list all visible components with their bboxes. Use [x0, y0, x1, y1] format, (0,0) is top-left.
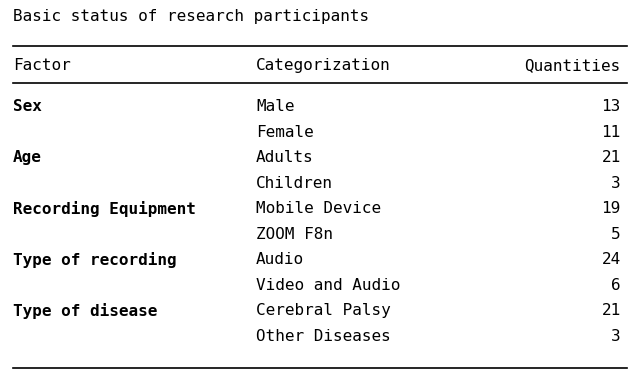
- Text: ZOOM F8n: ZOOM F8n: [256, 227, 333, 242]
- Text: 6: 6: [611, 278, 621, 293]
- Text: Male: Male: [256, 99, 294, 114]
- Text: 21: 21: [602, 150, 621, 165]
- Text: Mobile Device: Mobile Device: [256, 201, 381, 216]
- Text: Type of recording: Type of recording: [13, 252, 177, 268]
- Text: 11: 11: [602, 125, 621, 140]
- Text: Cerebral Palsy: Cerebral Palsy: [256, 303, 391, 318]
- Text: Quantities: Quantities: [525, 58, 621, 73]
- Text: Age: Age: [13, 150, 42, 165]
- Text: Basic status of research participants: Basic status of research participants: [13, 9, 369, 24]
- Text: 3: 3: [611, 176, 621, 191]
- Text: Other Diseases: Other Diseases: [256, 329, 391, 344]
- Text: 5: 5: [611, 227, 621, 242]
- Text: Audio: Audio: [256, 252, 304, 267]
- Text: Children: Children: [256, 176, 333, 191]
- Text: Recording Equipment: Recording Equipment: [13, 201, 196, 217]
- Text: 24: 24: [602, 252, 621, 267]
- Text: Adults: Adults: [256, 150, 314, 165]
- Text: 3: 3: [611, 329, 621, 344]
- Text: 21: 21: [602, 303, 621, 318]
- Text: Type of disease: Type of disease: [13, 303, 157, 319]
- Text: Factor: Factor: [13, 58, 70, 73]
- Text: 19: 19: [602, 201, 621, 216]
- Text: Sex: Sex: [13, 99, 42, 114]
- Text: Video and Audio: Video and Audio: [256, 278, 401, 293]
- Text: Female: Female: [256, 125, 314, 140]
- Text: 13: 13: [602, 99, 621, 114]
- Text: Categorization: Categorization: [256, 58, 391, 73]
